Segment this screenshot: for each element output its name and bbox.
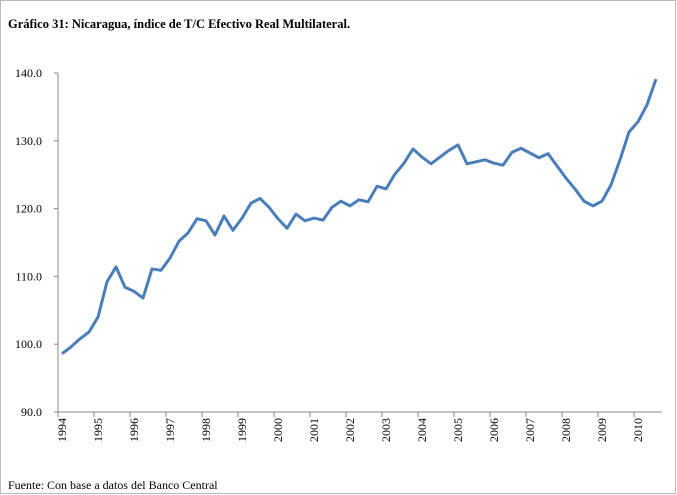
x-tick-label: 1998 — [199, 418, 213, 442]
y-tick-label: 140.0 — [15, 66, 42, 80]
y-tick-label: 120.0 — [15, 202, 42, 216]
x-tick-label: 2004 — [415, 418, 429, 442]
y-tick-label: 90.0 — [21, 405, 42, 419]
x-tick-label: 2007 — [523, 418, 537, 442]
x-tick-label: 2010 — [631, 418, 645, 442]
x-tick-label: 2008 — [559, 418, 573, 442]
x-tick-label: 1994 — [55, 418, 69, 442]
x-tick-label: 2006 — [487, 418, 501, 442]
y-tick-label: 110.0 — [15, 269, 42, 283]
x-tick-label: 2009 — [595, 418, 609, 442]
x-tick-label: 2003 — [379, 418, 393, 442]
x-tick-label: 2001 — [307, 418, 321, 442]
line-series — [61, 78, 658, 355]
x-tick-label: 2005 — [451, 418, 465, 442]
y-tick-label: 130.0 — [15, 134, 42, 148]
y-tick-label: 100.0 — [15, 337, 42, 351]
x-tick-label: 2002 — [343, 418, 357, 442]
x-tick-label: 1996 — [127, 418, 141, 442]
source-note: Fuente: Con base a datos del Banco Centr… — [8, 478, 218, 492]
x-tick-label: 2000 — [271, 418, 285, 442]
x-tick-label: 1997 — [163, 418, 177, 442]
x-tick-label: 1995 — [91, 418, 105, 442]
chart-title: Gráfico 31: Nicaragua, índice de T/C Efe… — [8, 17, 350, 31]
x-tick-label: 1999 — [235, 418, 249, 442]
